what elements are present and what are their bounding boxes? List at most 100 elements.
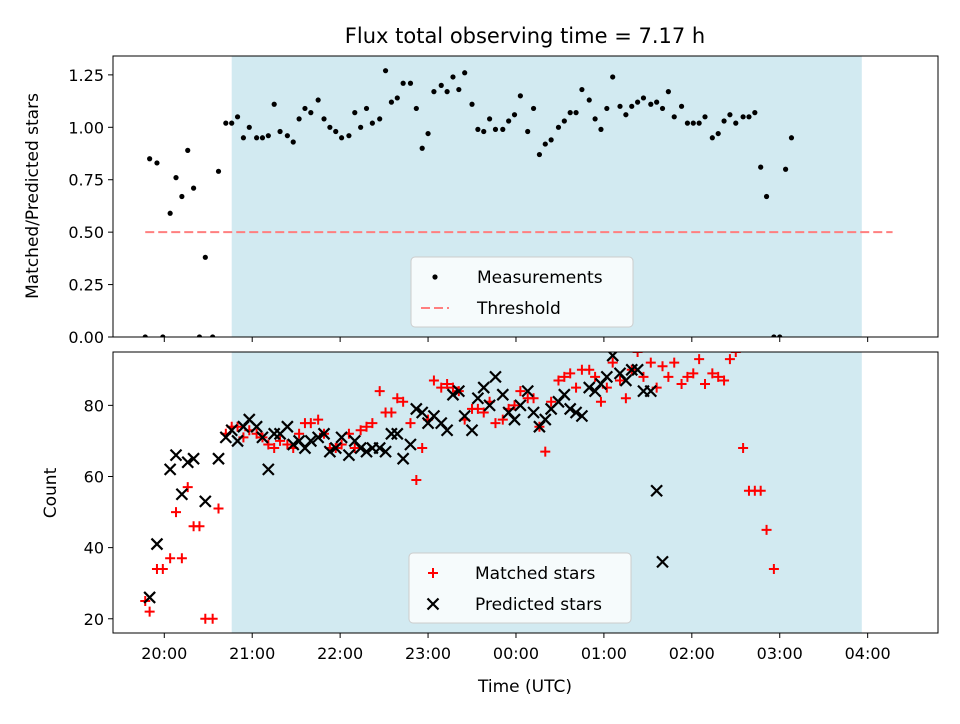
data-point — [290, 139, 296, 145]
data-point — [478, 407, 489, 418]
data-point — [358, 124, 364, 130]
x-tick-label: 00:00 — [493, 644, 539, 663]
x-tick-label: 01:00 — [581, 644, 627, 663]
data-point — [521, 384, 534, 398]
data-point — [259, 135, 266, 141]
data-point — [165, 553, 176, 564]
data-point — [246, 124, 252, 130]
data-point — [373, 441, 386, 455]
data-point — [150, 537, 164, 551]
legend-label: Measurements — [477, 268, 603, 288]
data-point — [354, 441, 367, 455]
data-point — [392, 393, 403, 404]
data-point — [360, 445, 373, 458]
data-point — [586, 97, 592, 103]
data-point — [546, 396, 557, 407]
data-point — [428, 375, 439, 386]
data-point — [558, 388, 571, 401]
data-point — [733, 120, 739, 126]
data-point — [644, 384, 658, 398]
data-point — [212, 452, 225, 465]
data-point — [202, 254, 208, 260]
data-point — [528, 393, 539, 404]
data-point — [640, 95, 647, 101]
data-point — [719, 375, 730, 386]
data-point — [321, 116, 327, 122]
data-point — [607, 357, 618, 368]
x-tick-label: 03:00 — [757, 644, 803, 663]
y-tick-label: 60 — [84, 467, 104, 486]
data-point — [265, 133, 271, 139]
legend: Measurements Threshold — [410, 256, 634, 328]
legend-box — [410, 256, 634, 328]
legend-marker — [426, 597, 440, 611]
data-point — [497, 414, 508, 425]
data-point — [398, 396, 409, 407]
data-point — [304, 434, 318, 448]
data-point — [777, 334, 783, 337]
x-axis-label: Time (UTC) — [477, 677, 572, 697]
data-point — [575, 409, 589, 423]
data-point — [386, 407, 397, 418]
data-point — [506, 118, 512, 124]
data-point — [755, 485, 766, 496]
data-point — [650, 484, 663, 497]
y-axis-label: Count — [41, 467, 61, 518]
data-point — [313, 414, 324, 425]
plot-area — [142, 68, 893, 337]
data-point — [302, 105, 308, 112]
data-point — [171, 507, 182, 518]
data-point — [469, 101, 475, 107]
data-point — [215, 168, 222, 174]
data-point — [349, 443, 360, 454]
data-point — [394, 95, 400, 101]
data-point — [315, 97, 321, 103]
plot-area — [140, 352, 779, 624]
data-point — [396, 452, 410, 465]
data-point — [663, 371, 674, 382]
data-point — [185, 147, 191, 153]
data-point — [240, 135, 247, 141]
data-point — [446, 388, 460, 401]
data-point — [571, 382, 582, 393]
data-point — [419, 145, 425, 151]
data-point — [196, 334, 203, 337]
data-point — [465, 423, 479, 437]
series-measurements — [142, 68, 795, 337]
data-point — [713, 371, 724, 382]
data-point — [456, 86, 462, 93]
legend-marker — [432, 274, 438, 280]
data-point — [382, 68, 389, 74]
data-point — [738, 443, 749, 454]
data-point — [696, 120, 702, 126]
data-point — [282, 439, 293, 450]
data-point — [400, 80, 406, 86]
data-point — [436, 382, 447, 393]
data-point — [147, 156, 153, 162]
data-point — [527, 406, 540, 419]
count-panel: Count Time (UTC) 20 40 60 80 20:00 21:00 22:00… — [41, 351, 939, 697]
legend-marker — [428, 568, 438, 578]
legend-box — [408, 552, 632, 624]
x-tick-label: 20:00 — [141, 644, 187, 663]
data-point — [275, 435, 286, 446]
data-point — [629, 103, 635, 109]
y-tick-label: 20 — [84, 610, 104, 629]
data-point — [515, 386, 526, 397]
data-point — [377, 116, 383, 122]
data-point — [542, 141, 548, 147]
data-point — [305, 418, 316, 429]
data-point — [620, 393, 631, 404]
data-point — [213, 503, 224, 514]
data-point — [471, 391, 485, 405]
data-point — [160, 334, 166, 337]
data-point — [539, 413, 552, 426]
data-point — [143, 591, 156, 604]
data-point — [656, 555, 669, 569]
data-point — [391, 427, 404, 441]
data-point — [525, 128, 531, 135]
data-point — [167, 210, 173, 216]
data-point — [707, 368, 718, 379]
data-point — [361, 421, 372, 432]
data-point — [548, 137, 554, 143]
